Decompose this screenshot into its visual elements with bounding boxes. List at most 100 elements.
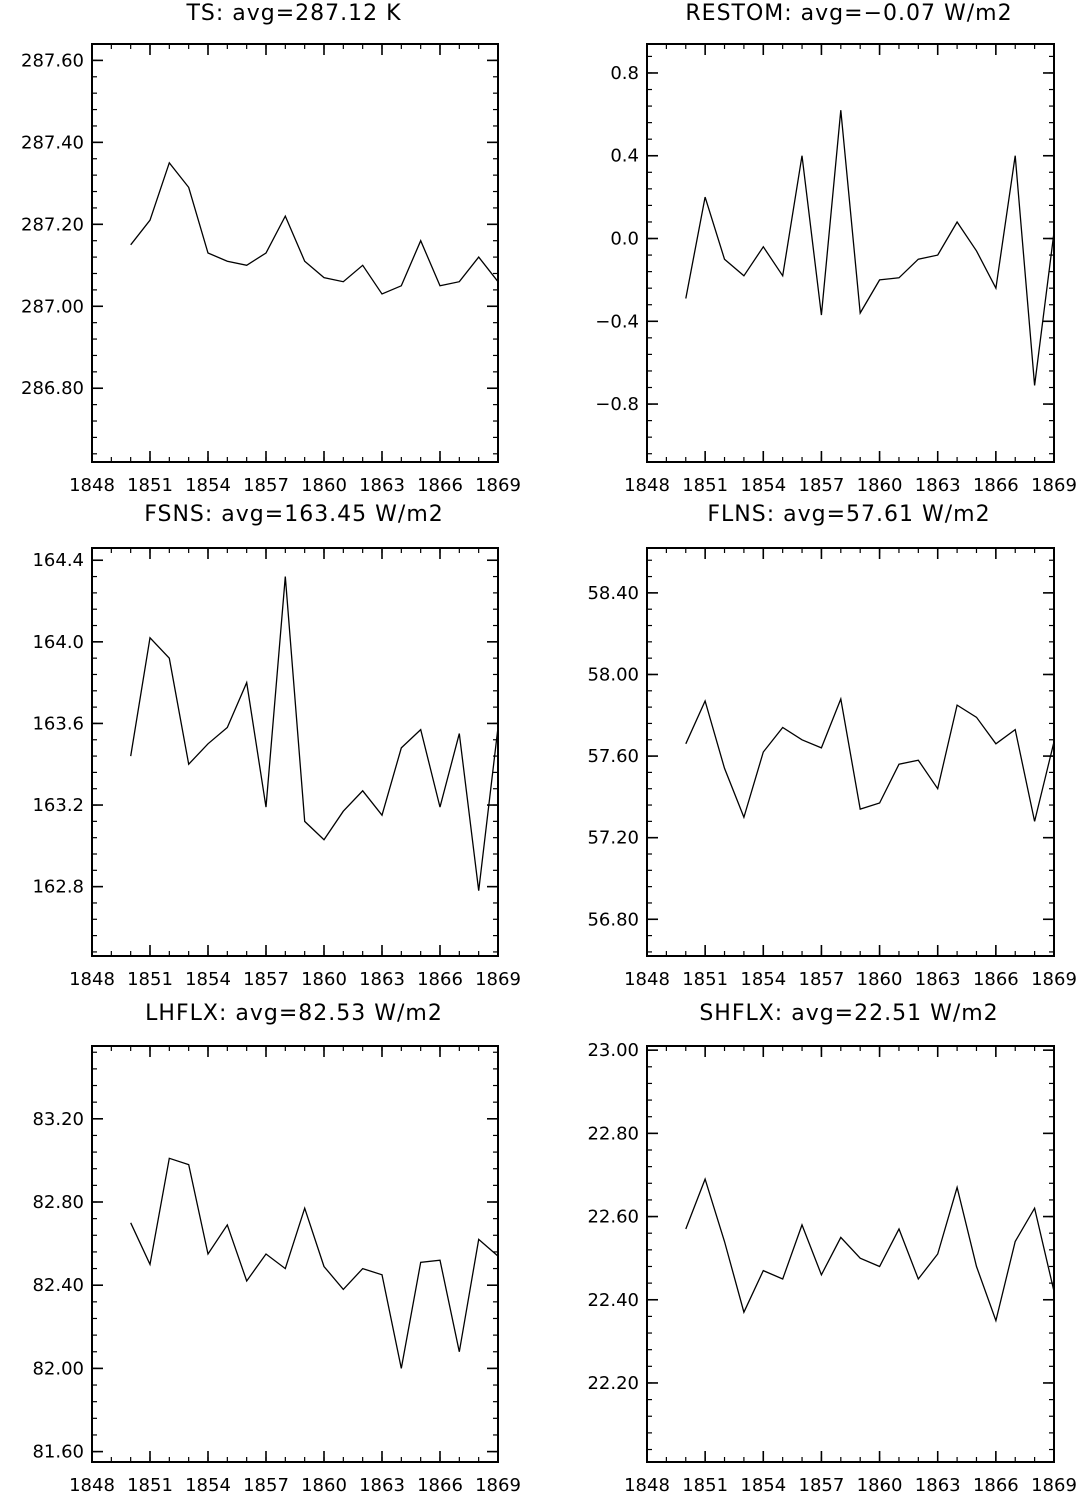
x-tick-label: 1869 xyxy=(475,969,521,990)
panel-title-fsns: FSNS: avg=163.45 W/m2 xyxy=(144,502,444,527)
series-line-fsns xyxy=(130,576,499,891)
x-tick-label: 1866 xyxy=(417,475,463,496)
y-tick-label: 287.00 xyxy=(21,296,84,317)
series-line-restom xyxy=(685,110,1055,386)
series-line-lhflx xyxy=(130,1157,499,1369)
x-tick-label: 1851 xyxy=(127,1475,173,1494)
x-tick-label: 1866 xyxy=(973,969,1019,990)
y-tick-label: 56.80 xyxy=(587,909,639,930)
x-tick-label: 1848 xyxy=(69,475,115,496)
plot-frame-shflx xyxy=(646,1045,1055,1463)
y-tick-label: 0.4 xyxy=(610,146,639,167)
x-tick-label: 1854 xyxy=(185,475,231,496)
y-tick-label: 82.00 xyxy=(32,1358,84,1379)
y-tick-label: −0.4 xyxy=(595,311,639,332)
y-tick-label: 164.4 xyxy=(32,550,84,571)
y-tick-label: 83.20 xyxy=(32,1109,84,1130)
y-tick-label: 22.40 xyxy=(587,1290,639,1311)
plot-panel-lhflx: 1848 1851 1854 1857 1860 1863 1866 1869 81.60 82.… xyxy=(32,1045,521,1494)
x-tick-label: 1851 xyxy=(682,1475,728,1494)
y-tick-label: 82.80 xyxy=(32,1192,84,1213)
x-tick-label: 1854 xyxy=(740,1475,786,1494)
y-tick-label: −0.8 xyxy=(595,394,639,415)
panel-title-lhflx: LHFLX: avg=82.53 W/m2 xyxy=(145,1001,443,1026)
plot-frame-ts xyxy=(91,43,499,463)
y-tick-label: 287.40 xyxy=(21,132,84,153)
x-tick-label: 1854 xyxy=(740,475,786,496)
x-tick-label: 1857 xyxy=(243,969,289,990)
y-tick-label: 163.6 xyxy=(32,713,84,734)
plot-frame-lhflx xyxy=(91,1045,499,1463)
plot-frame-fsns xyxy=(91,547,499,957)
panel-title-restom: RESTOM: avg=−0.07 W/m2 xyxy=(685,1,1012,26)
plot-panel-shflx: 1848 1851 1854 1857 1860 1863 1866 1869 22.20 22.… xyxy=(587,1040,1076,1494)
y-tick-label: 22.80 xyxy=(587,1123,639,1144)
y-tick-label: 0.8 xyxy=(610,63,639,84)
series-line-flns xyxy=(685,696,1055,822)
x-tick-label: 1857 xyxy=(799,1475,845,1494)
plot-frame-flns xyxy=(646,547,1055,957)
x-tick-label: 1863 xyxy=(359,475,405,496)
x-tick-label: 1866 xyxy=(417,1475,463,1494)
plot-panel-ts: 1848 1851 1854 1857 1860 1863 1866 1869 286.80 28… xyxy=(21,43,521,496)
x-tick-label: 1860 xyxy=(301,1475,347,1494)
x-tick-label: 1869 xyxy=(475,1475,521,1494)
y-tick-label: 164.0 xyxy=(32,632,84,653)
x-tick-label: 1854 xyxy=(185,1475,231,1494)
y-tick-label: 0.0 xyxy=(610,229,639,250)
x-tick-label: 1869 xyxy=(1031,1475,1077,1494)
plot-frame-restom xyxy=(646,43,1055,463)
x-tick-label: 1863 xyxy=(915,969,961,990)
y-tick-label: 286.80 xyxy=(21,378,84,399)
x-tick-label: 1851 xyxy=(682,475,728,496)
y-tick-label: 22.60 xyxy=(587,1207,639,1228)
y-tick-label: 58.40 xyxy=(587,583,639,604)
x-tick-label: 1851 xyxy=(127,475,173,496)
y-tick-label: 163.2 xyxy=(32,795,84,816)
y-tick-label: 57.60 xyxy=(587,746,639,767)
x-tick-label: 1860 xyxy=(301,969,347,990)
y-tick-label: 82.40 xyxy=(32,1275,84,1296)
x-tick-label: 1857 xyxy=(799,475,845,496)
x-tick-label: 1866 xyxy=(417,969,463,990)
x-tick-label: 1857 xyxy=(799,969,845,990)
series-line-ts xyxy=(130,161,499,295)
x-tick-label: 1863 xyxy=(359,1475,405,1494)
y-tick-label: 57.20 xyxy=(587,828,639,849)
x-tick-label: 1857 xyxy=(243,1475,289,1494)
x-tick-label: 1848 xyxy=(69,1475,115,1494)
panel-title-shflx: SHFLX: avg=22.51 W/m2 xyxy=(699,1001,998,1026)
y-tick-label: 23.00 xyxy=(587,1040,639,1061)
x-tick-label: 1848 xyxy=(624,475,670,496)
x-tick-label: 1854 xyxy=(185,969,231,990)
panel-title-ts: TS: avg=287.12 K xyxy=(185,1,401,26)
panel-title-flns: FLNS: avg=57.61 W/m2 xyxy=(707,502,990,527)
plot-panel-restom: 1848 1851 1854 1857 1860 1863 1866 1869 −0.8 −0.4… xyxy=(595,43,1077,496)
y-tick-label: 81.60 xyxy=(32,1442,84,1463)
x-tick-label: 1860 xyxy=(857,969,903,990)
x-tick-label: 1863 xyxy=(915,475,961,496)
y-tick-label: 162.8 xyxy=(32,877,84,898)
x-tick-label: 1869 xyxy=(1031,969,1077,990)
x-tick-label: 1860 xyxy=(857,1475,903,1494)
y-tick-label: 22.20 xyxy=(587,1373,639,1394)
x-tick-label: 1848 xyxy=(624,969,670,990)
x-tick-label: 1848 xyxy=(624,1475,670,1494)
x-tick-label: 1848 xyxy=(69,969,115,990)
x-tick-label: 1866 xyxy=(973,1475,1019,1494)
x-tick-label: 1869 xyxy=(475,475,521,496)
x-tick-label: 1866 xyxy=(973,475,1019,496)
y-tick-label: 287.20 xyxy=(21,214,84,235)
x-tick-label: 1863 xyxy=(915,1475,961,1494)
x-tick-label: 1869 xyxy=(1031,475,1077,496)
x-tick-label: 1851 xyxy=(127,969,173,990)
y-tick-label: 58.00 xyxy=(587,664,639,685)
series-line-shflx xyxy=(685,1177,1055,1323)
x-tick-label: 1860 xyxy=(301,475,347,496)
y-tick-label: 287.60 xyxy=(21,50,84,71)
plot-panel-fsns: 1848 1851 1854 1857 1860 1863 1866 1869 162.8 163… xyxy=(32,547,521,990)
x-tick-label: 1857 xyxy=(243,475,289,496)
x-tick-label: 1851 xyxy=(682,969,728,990)
x-tick-label: 1854 xyxy=(740,969,786,990)
